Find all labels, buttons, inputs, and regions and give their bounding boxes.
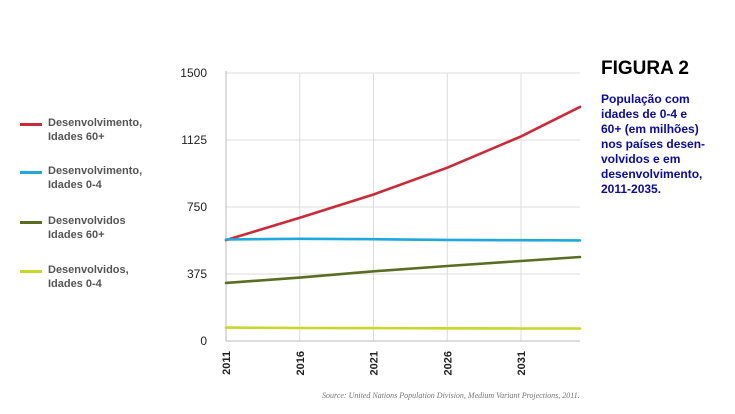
x-tick-labels: 2011 2016 2021 2026 2031 — [221, 351, 528, 375]
legend-label-line1: Desenvolvidos, — [48, 264, 129, 276]
legend-item-series-1: Desenvolvimento, Idades 60+ — [20, 116, 142, 144]
series-line-2 — [224, 237, 582, 242]
caption-line: volvidos e em — [601, 152, 681, 166]
legend-swatch-series-1 — [20, 123, 42, 126]
legend-swatch-series-4 — [20, 270, 42, 273]
caption-line: 60+ (em milhões) — [601, 122, 699, 136]
legend-item-series-3: Desenvolvidos Idades 60+ — [20, 214, 126, 242]
caption-line: População com — [601, 92, 690, 106]
legend-label-line2: Idades 0-4 — [48, 179, 102, 191]
series-lines — [224, 105, 582, 330]
x-tick-label: 2021 — [369, 351, 381, 375]
legend-item-series-2: Desenvolvimento, Idades 0-4 — [20, 164, 142, 192]
axes — [225, 71, 580, 342]
figure-title: FIGURA 2 — [601, 58, 689, 79]
y-tick-label: 1500 — [180, 66, 207, 80]
series-line-3 — [224, 255, 582, 285]
caption-line: desenvolvimento, — [601, 167, 703, 181]
y-tick-labels: 0 375 750 1125 1500 — [180, 66, 207, 348]
legend-label-line2: Idades 60+ — [48, 131, 105, 143]
caption-line: 2011-2035. — [601, 182, 662, 196]
legend-label-line2: Idades 60+ — [48, 229, 105, 241]
legend-label-line1: Desenvolvidos — [48, 215, 126, 227]
y-tick-label: 1125 — [181, 133, 207, 147]
legend-swatch-series-3 — [20, 221, 42, 224]
series-line-1 — [224, 105, 582, 242]
legend-swatch-series-2 — [20, 171, 42, 174]
caption-line: idades de 0-4 e — [601, 107, 688, 121]
legend-label-line2: Idades 0-4 — [48, 278, 102, 290]
legend-label-line1: Desenvolvimento, — [48, 117, 143, 129]
caption-line: nos países desen- — [601, 137, 706, 151]
x-tick-label: 2011 — [221, 351, 233, 375]
grid-lines — [226, 72, 580, 341]
source-note: Source: United Nations Population Divisi… — [322, 391, 580, 400]
y-tick-label: 375 — [187, 267, 207, 281]
legend-item-series-4: Desenvolvidos, Idades 0-4 — [20, 263, 129, 291]
y-tick-label: 0 — [200, 334, 207, 348]
y-tick-label: 750 — [187, 200, 207, 214]
series-line-4 — [224, 326, 582, 330]
figure-caption: População com idades de 0-4 e 60+ (em mi… — [601, 92, 726, 197]
x-tick-label: 2016 — [295, 351, 307, 375]
legend-label-line1: Desenvolvimento, — [48, 165, 143, 177]
x-tick-label: 2026 — [442, 351, 454, 375]
x-tick-label: 2031 — [516, 351, 528, 375]
